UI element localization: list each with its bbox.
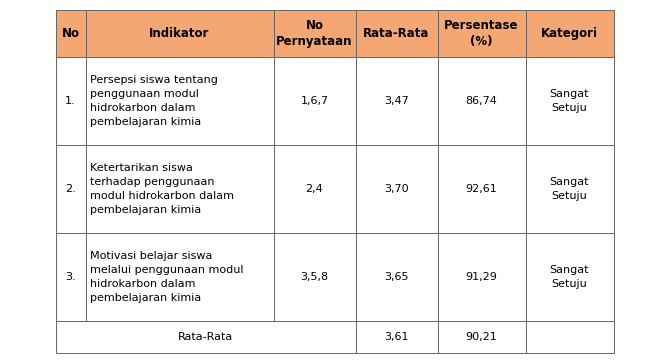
Bar bbox=[438, 145, 526, 233]
Text: 3,65: 3,65 bbox=[384, 272, 409, 282]
Text: Motivasi belajar siswa
melalui penggunaan modul
hidrokarbon dalam
pembelajaran k: Motivasi belajar siswa melalui penggunaa… bbox=[90, 251, 244, 303]
Text: Sangat
Setuju: Sangat Setuju bbox=[550, 177, 589, 201]
Text: 3,5,8: 3,5,8 bbox=[300, 272, 328, 282]
Bar bbox=[86, 10, 274, 57]
Bar bbox=[355, 57, 438, 145]
Text: Sangat
Setuju: Sangat Setuju bbox=[550, 89, 589, 113]
Bar bbox=[274, 10, 355, 57]
Bar bbox=[86, 57, 274, 145]
Text: Ketertarikan siswa
terhadap penggunaan
modul hidrokarbon dalam
pembelajaran kimi: Ketertarikan siswa terhadap penggunaan m… bbox=[90, 163, 235, 215]
Bar bbox=[56, 10, 86, 57]
Bar bbox=[56, 145, 86, 233]
Bar bbox=[438, 321, 526, 353]
Bar bbox=[526, 321, 613, 353]
Bar bbox=[355, 145, 438, 233]
Bar bbox=[86, 145, 274, 233]
Text: Rata-Rata: Rata-Rata bbox=[363, 27, 429, 40]
Text: 2,4: 2,4 bbox=[306, 184, 323, 194]
Bar bbox=[526, 57, 613, 145]
Bar bbox=[86, 233, 274, 321]
Text: Kategori: Kategori bbox=[541, 27, 598, 40]
Bar bbox=[526, 10, 613, 57]
Text: 3.: 3. bbox=[65, 272, 76, 282]
Bar bbox=[355, 321, 438, 353]
Text: Sangat
Setuju: Sangat Setuju bbox=[550, 265, 589, 289]
Text: Indikator: Indikator bbox=[149, 27, 209, 40]
Text: 91,29: 91,29 bbox=[466, 272, 498, 282]
Bar bbox=[56, 233, 86, 321]
Bar bbox=[274, 145, 355, 233]
Text: Rata-Rata: Rata-Rata bbox=[178, 332, 233, 342]
Text: Persepsi siswa tentang
penggunaan modul
hidrokarbon dalam
pembelajaran kimia: Persepsi siswa tentang penggunaan modul … bbox=[90, 75, 218, 127]
Bar bbox=[56, 321, 355, 353]
Bar bbox=[438, 10, 526, 57]
Text: 2.: 2. bbox=[65, 184, 76, 194]
Bar bbox=[526, 145, 613, 233]
Text: 3,61: 3,61 bbox=[384, 332, 409, 342]
Text: 90,21: 90,21 bbox=[466, 332, 497, 342]
Text: 3,70: 3,70 bbox=[384, 184, 409, 194]
Text: 92,61: 92,61 bbox=[466, 184, 497, 194]
Bar bbox=[56, 57, 86, 145]
Bar bbox=[438, 57, 526, 145]
Bar bbox=[274, 57, 355, 145]
Bar bbox=[438, 233, 526, 321]
Text: 86,74: 86,74 bbox=[466, 96, 498, 106]
Text: 1.: 1. bbox=[65, 96, 76, 106]
Text: No: No bbox=[62, 27, 80, 40]
Text: No
Pernyataan: No Pernyataan bbox=[276, 19, 353, 48]
Text: 3,47: 3,47 bbox=[384, 96, 409, 106]
Text: 1,6,7: 1,6,7 bbox=[300, 96, 328, 106]
Bar bbox=[274, 233, 355, 321]
Bar bbox=[355, 233, 438, 321]
Bar bbox=[526, 233, 613, 321]
Bar bbox=[355, 10, 438, 57]
Text: Persentase
(%): Persentase (%) bbox=[444, 19, 518, 48]
